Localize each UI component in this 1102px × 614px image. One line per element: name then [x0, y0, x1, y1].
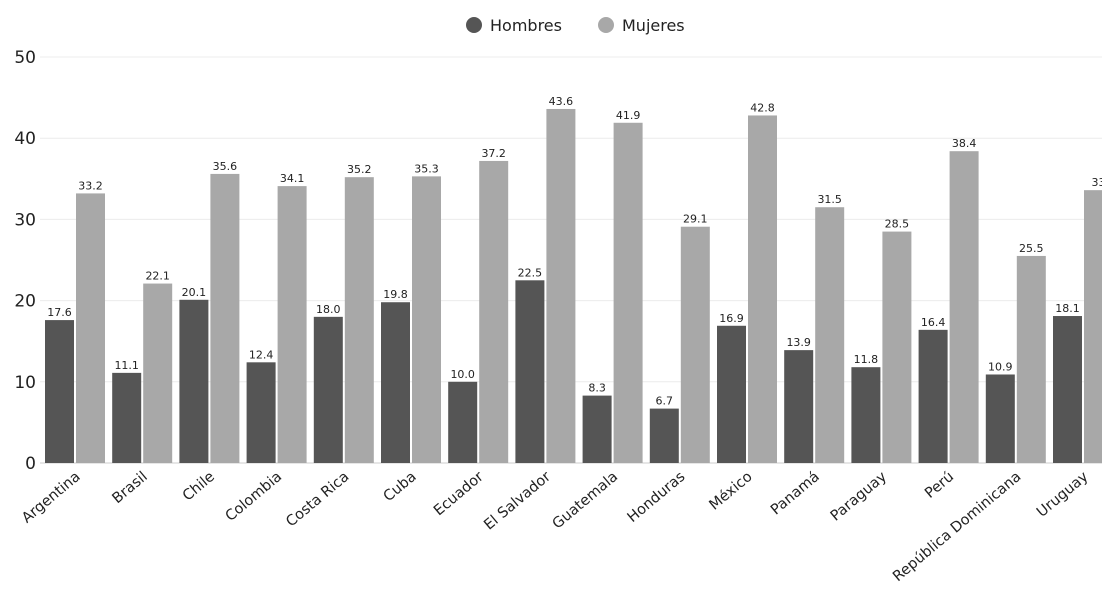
bar-mujeres: [479, 160, 509, 463]
data-label: 17.6: [47, 306, 72, 319]
x-tick-label: Ecuador: [431, 469, 487, 519]
data-label: 34.1: [280, 172, 305, 185]
legend: Hombres Mujeres: [466, 16, 685, 35]
x-tick-label: República Dominicana: [890, 469, 1024, 585]
bar-hombres: [918, 329, 948, 463]
y-tick-label: 10: [14, 373, 36, 393]
bar-mujeres: [344, 177, 374, 463]
x-tick-label: Colombia: [223, 469, 285, 525]
y-tick-label: 20: [14, 292, 36, 312]
bar-hombres: [649, 408, 679, 463]
bar-hombres: [112, 372, 142, 463]
bar-mujeres: [76, 193, 105, 463]
x-tick-label: Cuba: [381, 469, 420, 505]
data-label: 43.6: [549, 95, 574, 108]
x-tick-label: Brasil: [110, 469, 151, 507]
y-axis: 0 10 20 30 40 50: [14, 48, 36, 474]
bar-hombres: [515, 280, 545, 463]
data-label: 12.4: [249, 348, 274, 361]
legend-marker: [598, 17, 614, 33]
x-tick-label: Costa Rica: [283, 469, 352, 531]
data-label: 13.9: [786, 336, 811, 349]
data-label: 35.3: [414, 162, 439, 175]
bar-mujeres: [1084, 190, 1102, 463]
data-label: 33.2: [78, 179, 103, 192]
y-tick-label: 50: [14, 48, 36, 68]
bar-hombres: [784, 350, 814, 463]
bar-hombres: [851, 367, 881, 463]
data-label: 29.1: [683, 213, 708, 226]
bar-mujeres: [748, 115, 777, 464]
bar-mujeres: [613, 122, 643, 463]
data-label: 22.5: [518, 266, 543, 279]
data-label: 33: [1092, 176, 1102, 189]
x-tick-label: Panamá: [768, 469, 823, 519]
bar-hombres: [313, 316, 343, 463]
data-label: 25.5: [1019, 242, 1044, 255]
data-label: 38.4: [952, 137, 977, 150]
data-label: 10.9: [988, 360, 1013, 373]
legend-marker: [466, 17, 482, 33]
bar-mujeres: [949, 151, 979, 463]
bar-hombres: [985, 374, 1015, 463]
legend-label: Hombres: [490, 16, 562, 35]
data-label: 18.1: [1055, 302, 1080, 315]
bar-mujeres: [680, 226, 710, 463]
x-tick-label: Perú: [922, 469, 957, 502]
data-label: 11.1: [114, 359, 139, 372]
data-label: 28.5: [885, 218, 910, 231]
bar-mujeres: [210, 173, 240, 464]
bar-hombres: [1053, 316, 1082, 463]
data-label: 37.2: [481, 147, 506, 160]
bar-mujeres: [815, 207, 845, 463]
bars: 17.6 33.2 11.1 22.1 20.1 35.6 12.4 34.1 18.0 35.2…: [45, 95, 1102, 464]
data-label: 35.2: [347, 163, 372, 176]
bar-mujeres: [1016, 255, 1046, 463]
x-tick-label: México: [706, 469, 755, 514]
data-label: 6.7: [656, 395, 674, 408]
bar-mujeres: [546, 108, 576, 463]
bar-hombres: [45, 320, 74, 463]
data-label: 16.4: [921, 316, 946, 329]
bar-hombres: [582, 395, 612, 463]
data-label: 41.9: [616, 109, 641, 122]
bar-mujeres: [882, 231, 912, 463]
bar-mujeres: [143, 283, 173, 463]
bar-mujeres: [277, 186, 307, 463]
data-label: 8.3: [588, 382, 606, 395]
x-tick-label: Uruguay: [1034, 469, 1092, 521]
x-tick-label: Chile: [180, 469, 218, 505]
bar-hombres: [717, 325, 746, 463]
data-label: 31.5: [817, 193, 842, 206]
data-label: 22.1: [145, 270, 170, 283]
data-label: 16.9: [719, 312, 744, 325]
bar-hombres: [246, 362, 276, 463]
y-tick-label: 40: [14, 129, 36, 149]
bar-hombres: [381, 302, 410, 463]
data-label: 35.6: [213, 160, 238, 173]
data-label: 18.0: [316, 303, 341, 316]
data-label: 42.8: [750, 101, 775, 114]
data-label: 11.8: [854, 353, 879, 366]
x-tick-label: Honduras: [625, 469, 689, 526]
y-tick-label: 30: [14, 210, 36, 230]
x-tick-label: Paraguay: [828, 469, 890, 525]
bar-hombres: [448, 381, 478, 463]
data-label: 19.8: [383, 288, 408, 301]
data-label: 10.0: [450, 368, 475, 381]
data-label: 20.1: [182, 286, 207, 299]
bar-hombres: [179, 299, 209, 463]
y-tick-label: 0: [25, 454, 36, 474]
x-tick-label: El Salvador: [481, 469, 554, 534]
x-tick-label: Argentina: [19, 469, 83, 527]
x-tick-label: Guatemala: [550, 469, 621, 533]
legend-label: Mujeres: [622, 16, 685, 35]
bar-mujeres: [412, 176, 441, 463]
